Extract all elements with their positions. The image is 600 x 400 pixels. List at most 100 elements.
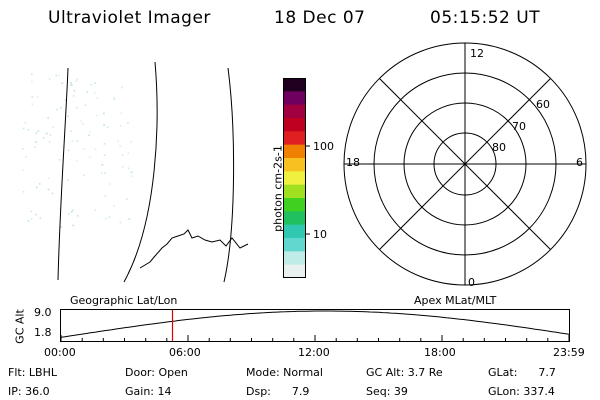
time-tick-0600: 06:00 <box>169 346 201 359</box>
noise-dot <box>108 216 111 218</box>
info-door: Door: Open <box>125 366 188 379</box>
noise-dot <box>72 95 75 97</box>
info-mode: Mode: Normal <box>246 366 323 379</box>
noise-dot <box>71 140 74 142</box>
noise-dot <box>35 141 37 143</box>
colorbar-segment <box>283 251 306 266</box>
noise-dot <box>34 146 36 149</box>
noise-dot <box>121 154 124 157</box>
noise-dot <box>22 127 25 130</box>
info-ip: IP: 36.0 <box>8 385 50 398</box>
info-gain: Gain: 14 <box>125 385 172 398</box>
date-label: 18 Dec 07 <box>274 8 366 28</box>
noise-dot <box>119 125 122 127</box>
noise-dot <box>64 99 67 101</box>
colorbar-segment <box>283 238 306 252</box>
noise-dot <box>104 195 107 197</box>
noise-dot <box>128 218 131 220</box>
noise-dot <box>51 192 54 195</box>
mlt-label-left: 18 <box>346 156 360 169</box>
coastline <box>139 229 249 269</box>
noise-dot <box>113 98 115 101</box>
noise-dot <box>121 165 124 168</box>
colorbar-segment <box>283 158 306 172</box>
noise-dot <box>131 175 133 177</box>
lat-label-80: 80 <box>492 141 506 154</box>
mlt-label-right: 6 <box>576 156 583 169</box>
noise-dot <box>88 134 90 136</box>
noise-dot <box>30 218 33 220</box>
noise-dot <box>22 191 25 193</box>
noise-dot <box>36 186 38 189</box>
lon-line-2 <box>123 61 158 283</box>
noise-dot <box>25 155 27 158</box>
noise-dot <box>37 96 39 98</box>
noise-dot <box>119 145 121 147</box>
lat-label-70: 70 <box>512 120 526 133</box>
noise-dot <box>126 198 128 200</box>
noise-dot <box>100 172 103 174</box>
noise-dot <box>80 120 82 122</box>
noise-dot <box>83 174 85 176</box>
noise-dot <box>103 112 105 115</box>
time-label: 05:15:52 UT <box>430 8 541 28</box>
time-tick-2359: 23:59 <box>553 346 585 359</box>
noise-dot <box>47 177 50 180</box>
noise-dot <box>89 156 92 159</box>
noise-dot <box>22 147 24 150</box>
info-gc-alt: GC Alt: 3.7 Re <box>366 366 443 379</box>
noise-dot <box>45 133 48 135</box>
noise-dot <box>117 140 119 143</box>
colorbar-segment <box>283 184 306 199</box>
color-bar <box>283 78 310 278</box>
mlt-label-bottom: 0 <box>468 276 475 289</box>
noise-dot <box>82 122 84 125</box>
lon-line-3 <box>223 67 235 283</box>
noise-dot <box>108 183 111 185</box>
noise-dot <box>127 122 129 124</box>
noise-dot <box>52 126 54 128</box>
noise-dot <box>39 217 42 219</box>
noise-dot <box>104 217 107 220</box>
instrument-title: Ultraviolet Imager <box>48 8 211 28</box>
noise-dot <box>37 130 40 132</box>
time-tick-1800: 18:00 <box>424 346 456 359</box>
noise-dot <box>127 167 130 170</box>
colorbar-segment <box>283 264 306 278</box>
noise-dot <box>70 211 73 213</box>
noise-dot <box>95 114 98 117</box>
time-tick-0000: 00:00 <box>44 346 76 359</box>
timeline-left-title: Geographic Lat/Lon <box>70 294 178 307</box>
noise-dot <box>120 112 123 114</box>
timeline-right-title: Apex MLat/MLT <box>414 294 497 307</box>
noise-dot <box>24 121 27 124</box>
noise-dot <box>119 221 122 224</box>
noise-dot <box>94 148 97 151</box>
altitude-curve <box>60 310 570 338</box>
colorbar-segment <box>283 78 306 92</box>
timeline-ymin-label: 1.8 <box>34 326 52 339</box>
mlt-diagonal-2 <box>379 78 551 250</box>
noise-dot <box>103 154 106 156</box>
noise-dot <box>27 129 30 131</box>
colorbar-segment <box>283 211 306 226</box>
noise-dot <box>60 107 62 109</box>
noise-dot <box>76 106 78 109</box>
info-flt: Flt: LBHL <box>8 366 57 379</box>
colorbar-segment <box>283 131 306 146</box>
colorbar-segment <box>283 224 306 239</box>
noise-dot <box>94 209 97 211</box>
noise-dot <box>48 78 51 80</box>
colorbar-segment <box>283 144 306 159</box>
noise-dot <box>31 73 33 75</box>
noise-dot <box>61 82 64 84</box>
noise-dot <box>58 74 60 76</box>
noise-dot <box>72 224 74 227</box>
colorbar-segment <box>283 104 306 119</box>
noise-dot <box>58 159 61 161</box>
noise-dot <box>104 172 106 174</box>
noise-dot <box>35 213 37 216</box>
colorbar-segment <box>283 171 306 186</box>
